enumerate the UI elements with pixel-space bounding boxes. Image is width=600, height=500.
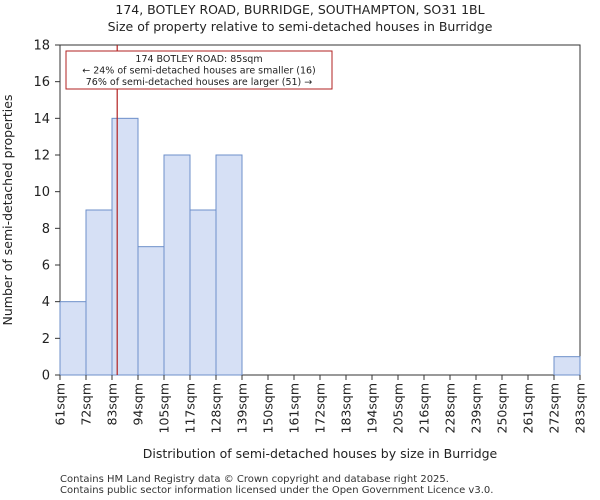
- x-tick-label: 261sqm: [521, 383, 536, 433]
- y-tick-label: 12: [33, 149, 50, 164]
- x-tick-label: 272sqm: [547, 383, 562, 433]
- histogram-bar: [85, 209, 113, 376]
- chart-title: 174, BOTLEY ROAD, BURRIDGE, SOUTHAMPTON,…: [115, 2, 485, 17]
- histogram-bar: [111, 117, 139, 376]
- x-tick-label: 128sqm: [209, 383, 224, 433]
- y-tick-label: 8: [42, 222, 50, 237]
- y-tick-label: 14: [33, 112, 50, 127]
- y-tick-label: 18: [33, 39, 50, 54]
- x-tick-label: 72sqm: [79, 383, 94, 426]
- x-tick-label: 205sqm: [391, 383, 406, 433]
- x-tick-label: 283sqm: [573, 383, 588, 433]
- x-tick-label: 94sqm: [131, 383, 146, 426]
- x-tick-label: 83sqm: [105, 383, 120, 426]
- histogram-bar: [59, 301, 87, 376]
- annotation-line: ← 24% of semi-detached houses are smalle…: [82, 66, 316, 77]
- annotation-line: 76% of semi-detached houses are larger (…: [86, 77, 313, 88]
- y-tick-label: 0: [42, 369, 50, 384]
- annotation-line: 174 BOTLEY ROAD: 85sqm: [135, 54, 262, 65]
- x-tick-label: 61sqm: [53, 383, 68, 426]
- histogram-bar: [215, 154, 243, 376]
- x-tick-label: 172sqm: [313, 383, 328, 433]
- y-axis-label: Number of semi-detached properties: [0, 95, 15, 326]
- footer-line-2: Contains public sector information licen…: [60, 485, 494, 496]
- x-tick-label: 161sqm: [287, 383, 302, 433]
- footer-line-1: Contains HM Land Registry data © Crown c…: [60, 474, 449, 485]
- y-tick-label: 2: [42, 332, 50, 347]
- y-tick-label: 4: [42, 295, 50, 310]
- annotation-box: [65, 50, 333, 90]
- histogram-bar: [553, 356, 581, 376]
- x-tick-label: 183sqm: [339, 383, 354, 433]
- chart-subtitle: Size of property relative to semi-detach…: [107, 19, 493, 34]
- x-axis-label: Distribution of semi-detached houses by …: [143, 446, 498, 461]
- x-tick-label: 239sqm: [469, 383, 484, 433]
- y-tick-label: 16: [33, 75, 50, 90]
- y-tick-label: 6: [42, 259, 50, 274]
- x-tick-label: 250sqm: [495, 383, 510, 433]
- histogram-bar: [189, 209, 217, 376]
- x-tick-label: 117sqm: [183, 383, 198, 433]
- y-tick-label: 10: [33, 185, 50, 200]
- x-tick-label: 216sqm: [417, 383, 432, 433]
- histogram-bar: [137, 246, 165, 376]
- histogram-bar: [163, 154, 191, 376]
- x-tick-label: 105sqm: [157, 383, 172, 433]
- x-tick-label: 228sqm: [443, 383, 458, 433]
- x-tick-label: 139sqm: [235, 383, 250, 433]
- x-tick-label: 150sqm: [261, 383, 276, 433]
- x-tick-label: 194sqm: [365, 383, 380, 433]
